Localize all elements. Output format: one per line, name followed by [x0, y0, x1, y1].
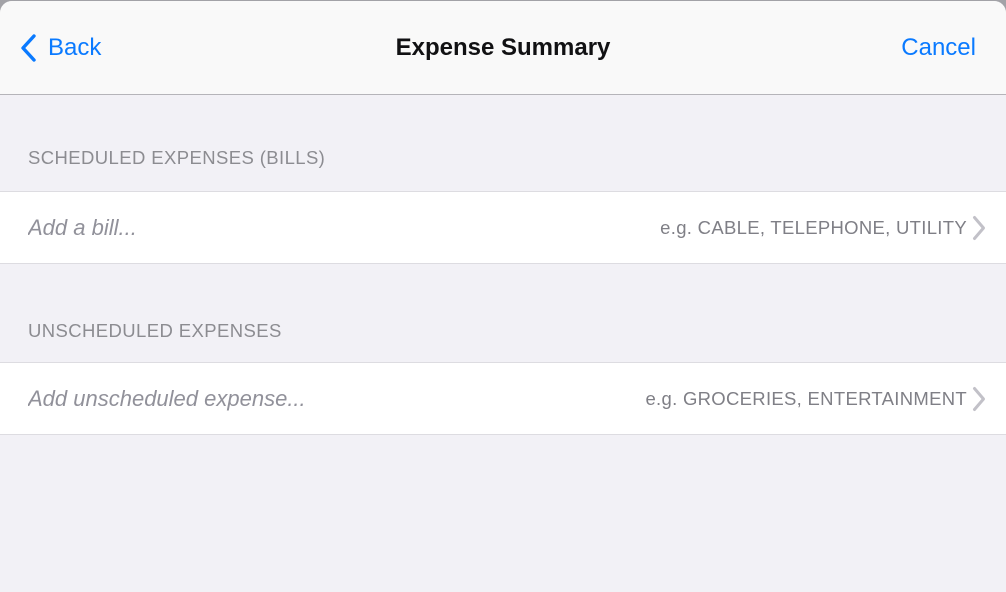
add-bill-placeholder: Add a bill... [28, 214, 137, 240]
section-header-scheduled-expenses: SCHEDULED EXPENSES (BILLS) [28, 147, 326, 168]
chevron-right-icon [972, 215, 986, 241]
add-unscheduled-expense-row[interactable]: Add unscheduled expense... e.g. GROCERIE… [0, 362, 1006, 435]
add-unscheduled-expense-placeholder: Add unscheduled expense... [28, 385, 306, 411]
chevron-left-icon [20, 33, 37, 63]
cancel-button[interactable]: Cancel [901, 1, 976, 94]
section-header-unscheduled-expenses: UNSCHEDULED EXPENSES [28, 320, 282, 341]
page-title: Expense Summary [395, 34, 611, 61]
add-unscheduled-expense-hint: e.g. GROCERIES, ENTERTAINMENT [645, 387, 967, 409]
add-bill-hint: e.g. CABLE, TELEPHONE, UTILITY [660, 216, 967, 238]
grouped-list: SCHEDULED EXPENSES (BILLS) Add a bill...… [0, 95, 1006, 592]
navigation-bar: Back Expense Summary Cancel [0, 1, 1006, 95]
back-label: Back [48, 33, 102, 61]
add-bill-row[interactable]: Add a bill... e.g. CABLE, TELEPHONE, UTI… [0, 191, 1006, 264]
chevron-right-icon [972, 386, 986, 412]
back-button[interactable]: Back [20, 1, 101, 94]
